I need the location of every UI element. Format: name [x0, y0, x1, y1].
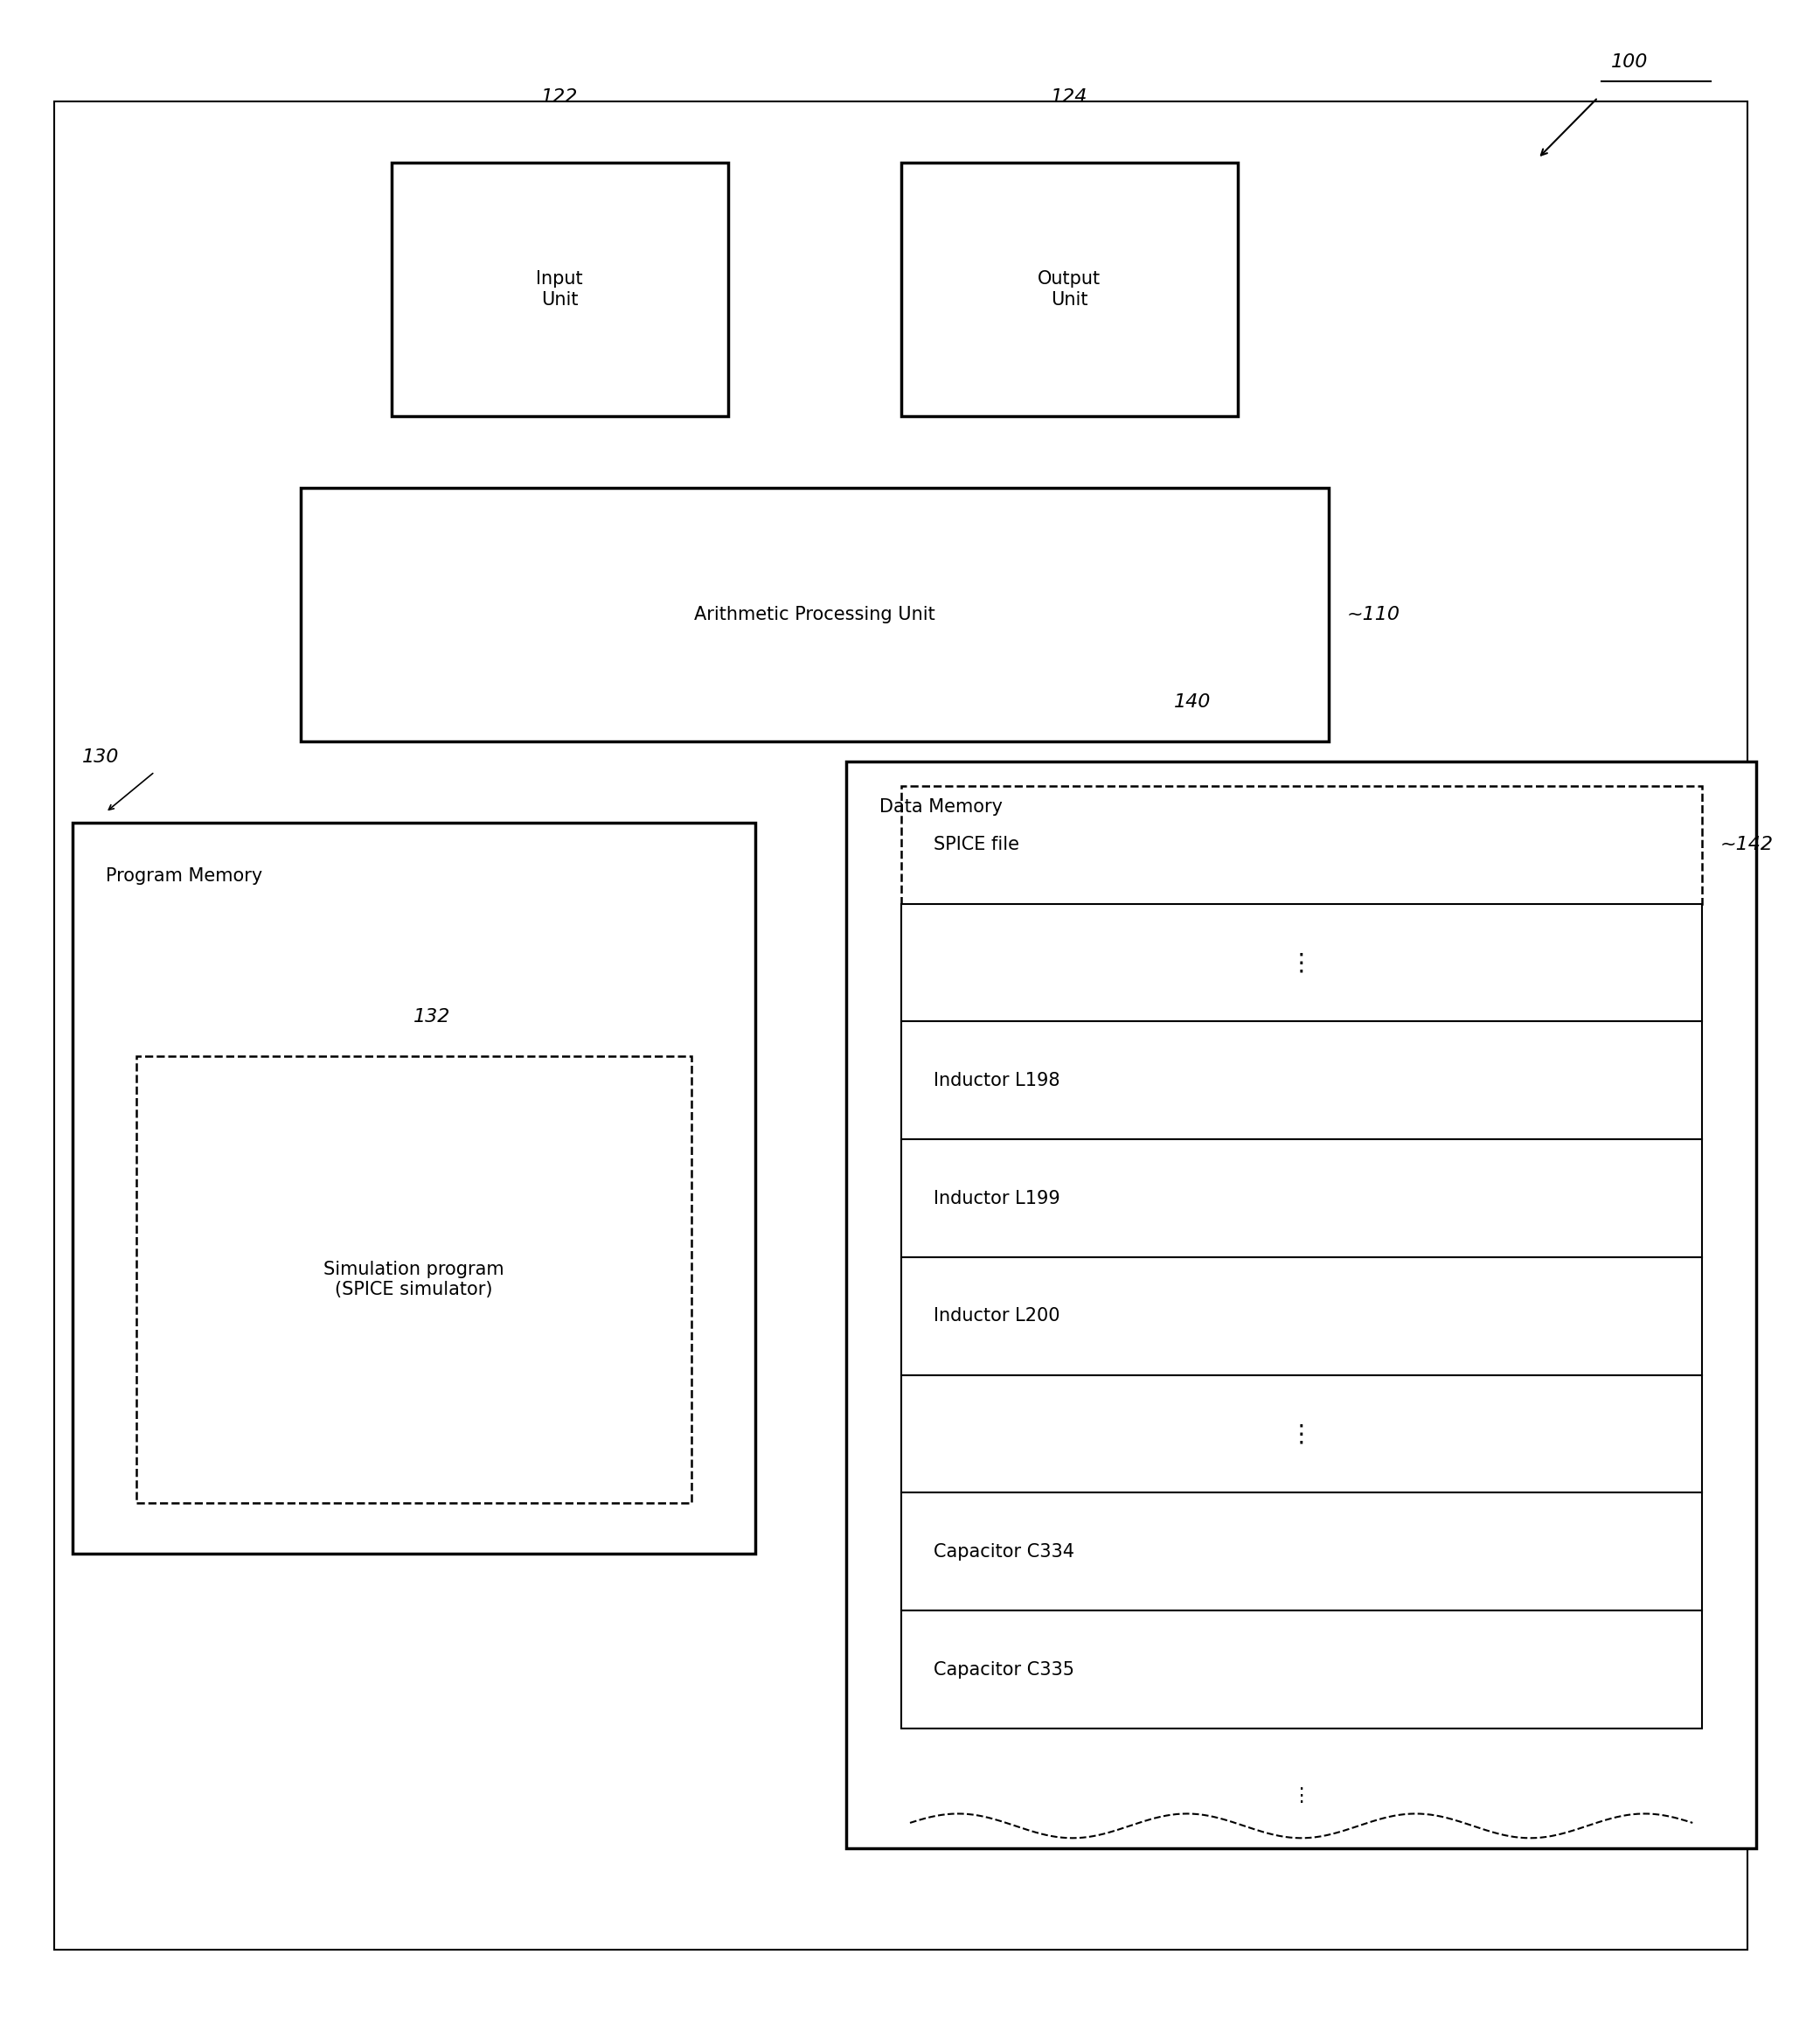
Text: ~110: ~110: [1347, 605, 1400, 624]
Text: 122: 122: [541, 87, 579, 106]
Text: Output
Unit: Output Unit: [1037, 270, 1101, 309]
Text: ⋮: ⋮: [1292, 1787, 1310, 1806]
Text: ~142: ~142: [1720, 837, 1773, 853]
Text: ⋮: ⋮: [1289, 951, 1314, 975]
FancyBboxPatch shape: [901, 162, 1238, 416]
Text: 130: 130: [82, 747, 118, 766]
FancyBboxPatch shape: [901, 904, 1702, 1022]
FancyBboxPatch shape: [136, 1056, 692, 1503]
FancyBboxPatch shape: [846, 762, 1756, 1848]
FancyBboxPatch shape: [901, 1022, 1702, 1139]
FancyBboxPatch shape: [73, 823, 755, 1554]
FancyBboxPatch shape: [391, 162, 728, 416]
Text: Simulation program
(SPICE simulator): Simulation program (SPICE simulator): [324, 1261, 504, 1298]
Text: Capacitor C335: Capacitor C335: [934, 1661, 1074, 1678]
Text: Arithmetic Processing Unit: Arithmetic Processing Unit: [693, 605, 935, 624]
FancyBboxPatch shape: [901, 1257, 1702, 1375]
Text: 124: 124: [1050, 87, 1088, 106]
Text: Program Memory: Program Memory: [106, 867, 262, 886]
Text: Inductor L199: Inductor L199: [934, 1190, 1061, 1206]
Text: SPICE file: SPICE file: [934, 837, 1019, 853]
FancyBboxPatch shape: [901, 1139, 1702, 1257]
FancyBboxPatch shape: [901, 1611, 1702, 1728]
Text: Inductor L200: Inductor L200: [934, 1308, 1059, 1324]
FancyBboxPatch shape: [901, 1375, 1702, 1493]
Text: 140: 140: [1174, 693, 1210, 711]
Text: 100: 100: [1611, 53, 1647, 71]
Text: Input
Unit: Input Unit: [537, 270, 582, 309]
Text: Data Memory: Data Memory: [879, 798, 1003, 816]
Text: ⋮: ⋮: [1289, 1422, 1314, 1446]
FancyBboxPatch shape: [901, 1493, 1702, 1611]
FancyBboxPatch shape: [901, 786, 1702, 904]
FancyBboxPatch shape: [300, 487, 1329, 741]
Text: Capacitor C334: Capacitor C334: [934, 1544, 1074, 1560]
Text: Inductor L198: Inductor L198: [934, 1072, 1059, 1089]
Text: 132: 132: [413, 1007, 451, 1026]
FancyBboxPatch shape: [55, 102, 1747, 1950]
